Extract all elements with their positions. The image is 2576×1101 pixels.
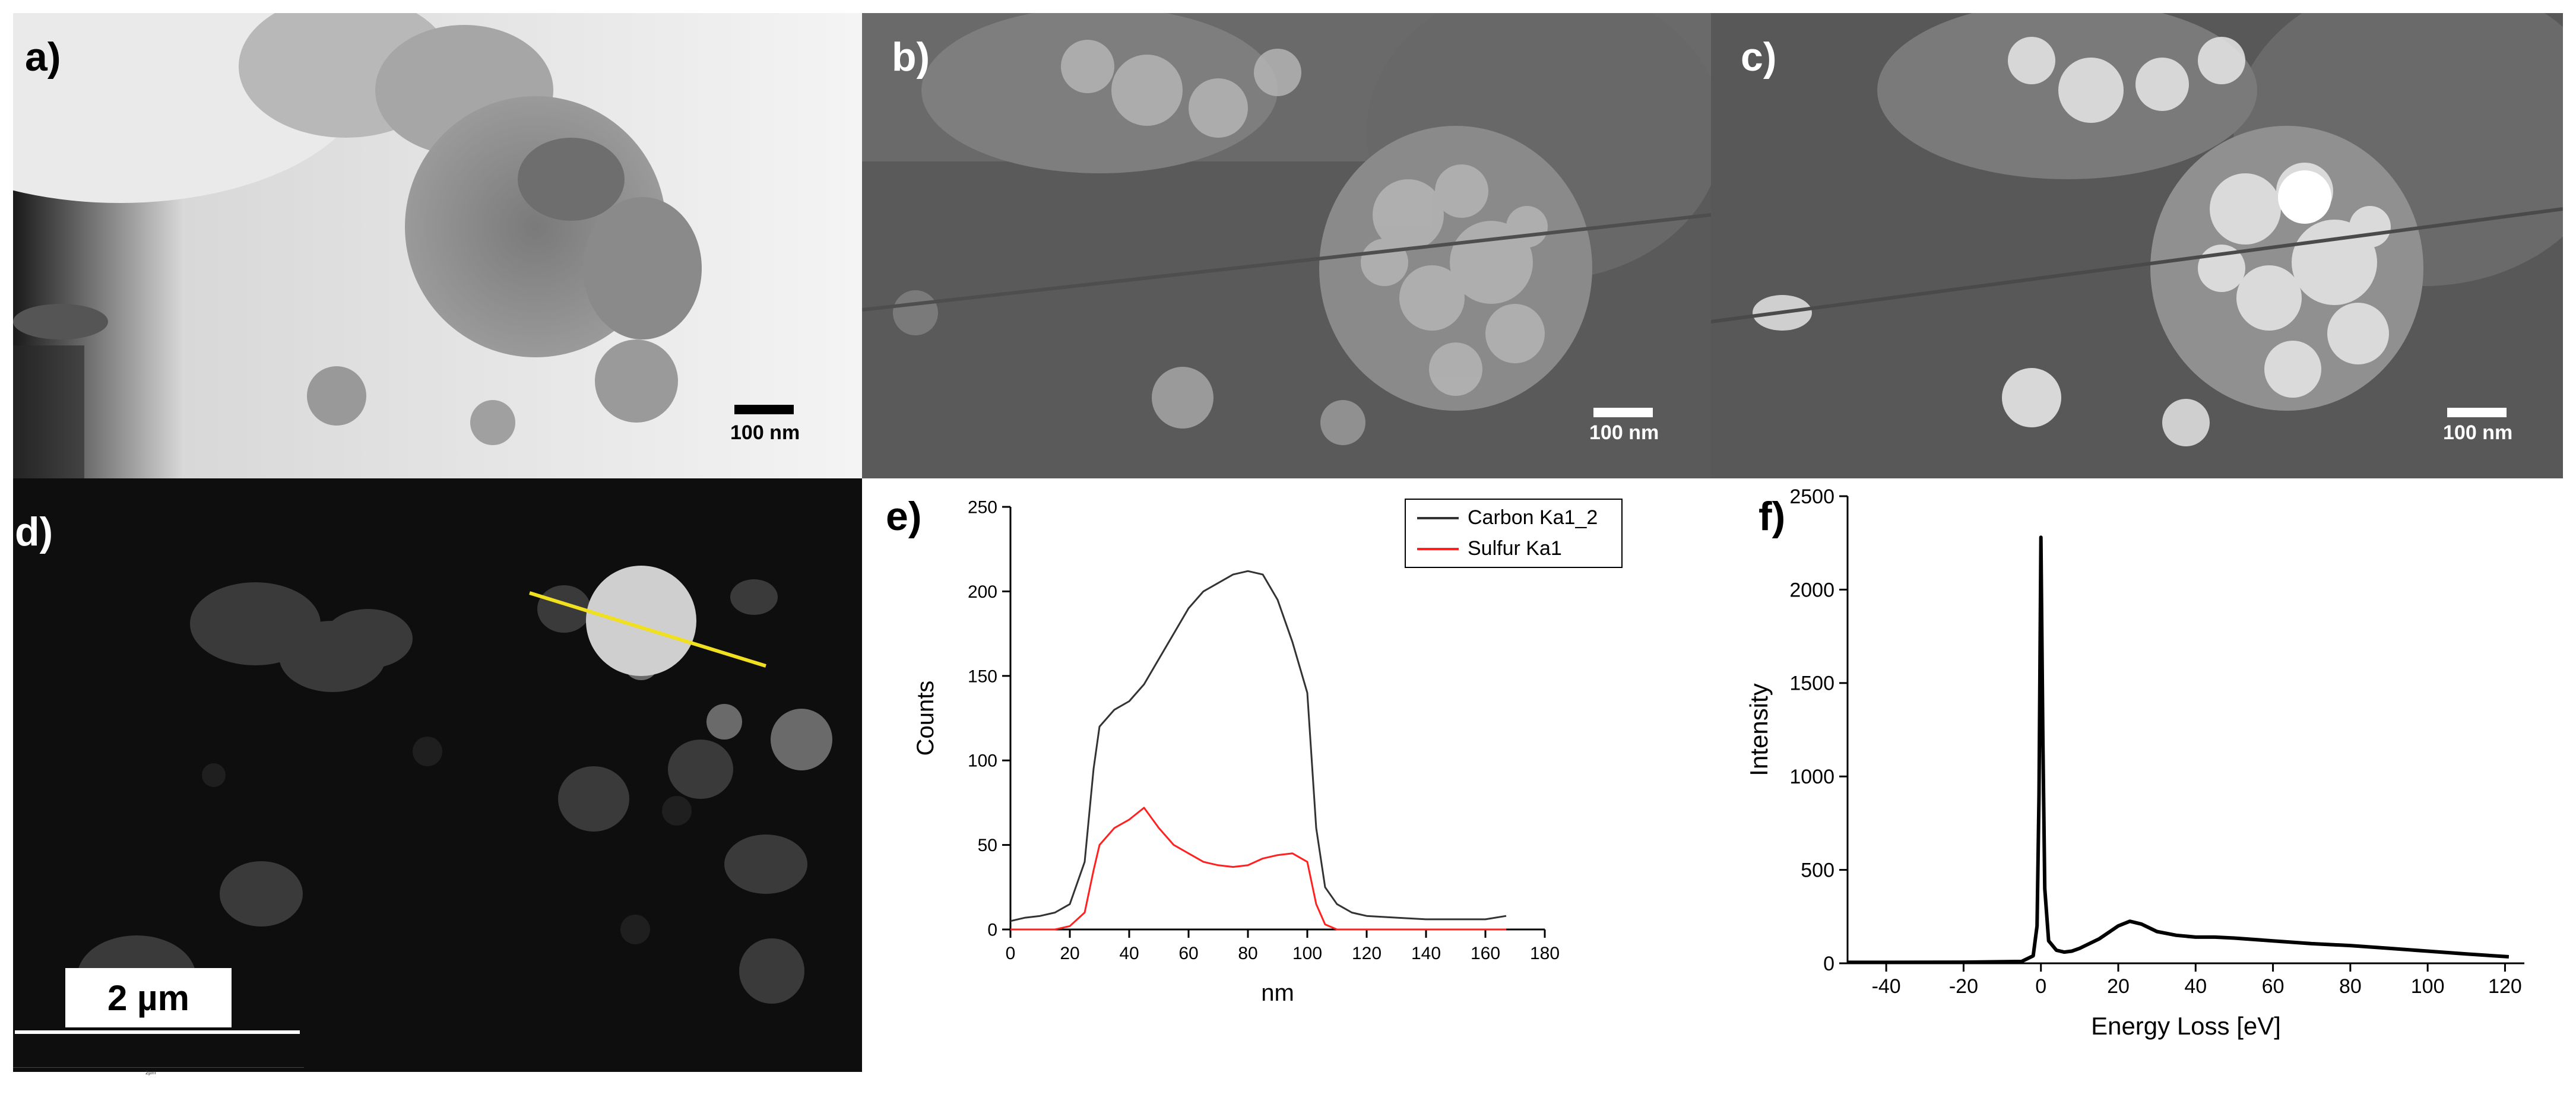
panel-d-scale-box: 2 µm xyxy=(65,968,232,1027)
y-tick-label: 150 xyxy=(968,667,997,686)
y-axis-label: Intensity xyxy=(1745,683,1773,776)
x-tick-label: 120 xyxy=(2488,975,2522,998)
y-tick-label: 250 xyxy=(968,498,997,518)
panel-a-micrograph xyxy=(13,13,862,478)
x-tick-label: 20 xyxy=(2107,975,2130,998)
x-tick-label: 80 xyxy=(1238,944,1257,963)
panel-b-scale-text: 100 nm xyxy=(1589,421,1659,444)
panel-e-label: e) xyxy=(886,494,922,539)
panel-c-label: c) xyxy=(1741,34,1777,80)
panel-d-darkfield-image: d) 2 µm 2µm xyxy=(0,478,862,1101)
y-tick-label: 1500 xyxy=(1789,672,1834,695)
x-tick-label: 0 xyxy=(1006,944,1016,963)
panel-b-haadf-image: b) 100 nm xyxy=(862,13,1711,478)
legend-label: Sulfur Ka1 xyxy=(1468,537,1562,560)
panel-c-micrograph xyxy=(1711,13,2563,478)
x-tick-label: 160 xyxy=(1471,944,1500,963)
y-tick-label: 100 xyxy=(968,751,997,771)
x-axis-label: Energy Loss [eV] xyxy=(2091,1012,2281,1040)
panel-b-micrograph xyxy=(862,13,1711,478)
y-tick-label: 2500 xyxy=(1789,486,1834,508)
panel-d-scale-bar xyxy=(15,1030,300,1034)
y-tick-label: 2000 xyxy=(1789,579,1834,601)
panel-a-scale-text: 100 nm xyxy=(730,421,800,444)
y-tick-label: 200 xyxy=(968,582,997,602)
x-tick-label: 40 xyxy=(2184,975,2207,998)
x-tick-label: -20 xyxy=(1949,975,1978,998)
y-tick-label: 50 xyxy=(978,836,997,855)
panel-f-eels-chart: -40 -20 0 20 40 60 80 100 120 0 500 1000 1500 2000 250… xyxy=(1711,478,2576,1101)
y-axis-label: Counts xyxy=(912,681,939,756)
panel-f-label: f) xyxy=(1758,494,1786,539)
series-line-carbon-ka1-2 xyxy=(1010,570,1507,922)
series-line-spectrum xyxy=(1848,535,2510,964)
panel-a-label: a) xyxy=(25,34,61,80)
panel-a-scale-bar xyxy=(734,405,794,414)
x-tick-label: -40 xyxy=(1872,975,1901,998)
x-tick-label: 20 xyxy=(1060,944,1079,963)
legend-box xyxy=(1405,499,1623,568)
x-tick-label: 120 xyxy=(1352,944,1382,963)
panel-d-ruler-text: 2µm xyxy=(145,1070,156,1075)
y-tick-label: 0 xyxy=(1823,953,1834,975)
x-axis-label: nm xyxy=(1261,980,1294,1006)
panel-e-chart-svg: 0 20 40 60 80 100 120 140 160 180 0 50 100 150 200 250 n… xyxy=(912,498,1623,1006)
y-tick-label: 1000 xyxy=(1789,766,1834,788)
x-tick-label: 40 xyxy=(1119,944,1139,963)
panel-f-chart-svg: -40 -20 0 20 40 60 80 100 120 0 500 1000 1500 2000 250… xyxy=(1745,486,2524,1040)
panel-b-label: b) xyxy=(892,34,930,80)
panel-c-scale-bar xyxy=(2447,408,2507,417)
linescan-line xyxy=(529,591,766,668)
x-tick-label: 60 xyxy=(2262,975,2285,998)
panel-c-haadf-image: c) 100 nm xyxy=(1711,13,2563,478)
legend-label: Carbon Ka1_2 xyxy=(1468,506,1598,529)
x-tick-label: 0 xyxy=(2035,975,2046,998)
series-line-sulfur-ka1 xyxy=(1010,807,1506,931)
y-tick-label: 500 xyxy=(1801,859,1834,882)
x-tick-label: 80 xyxy=(2339,975,2362,998)
panel-d-label: d) xyxy=(15,509,53,554)
panel-a-tem-image: a) 100 nm xyxy=(13,13,862,478)
panel-d-ruler xyxy=(13,1067,304,1068)
x-tick-label: 180 xyxy=(1530,944,1560,963)
panel-e-line-profile-chart: 0 20 40 60 80 100 120 140 160 180 0 50 100 150 200 250 n… xyxy=(862,478,1711,1101)
y-tick-label: 0 xyxy=(987,921,997,940)
panel-b-scale-bar xyxy=(1593,408,1653,417)
x-tick-label: 100 xyxy=(2411,975,2445,998)
x-tick-label: 140 xyxy=(1411,944,1441,963)
panel-c-scale-text: 100 nm xyxy=(2443,421,2513,444)
x-tick-label: 100 xyxy=(1292,944,1322,963)
x-tick-label: 60 xyxy=(1178,944,1198,963)
